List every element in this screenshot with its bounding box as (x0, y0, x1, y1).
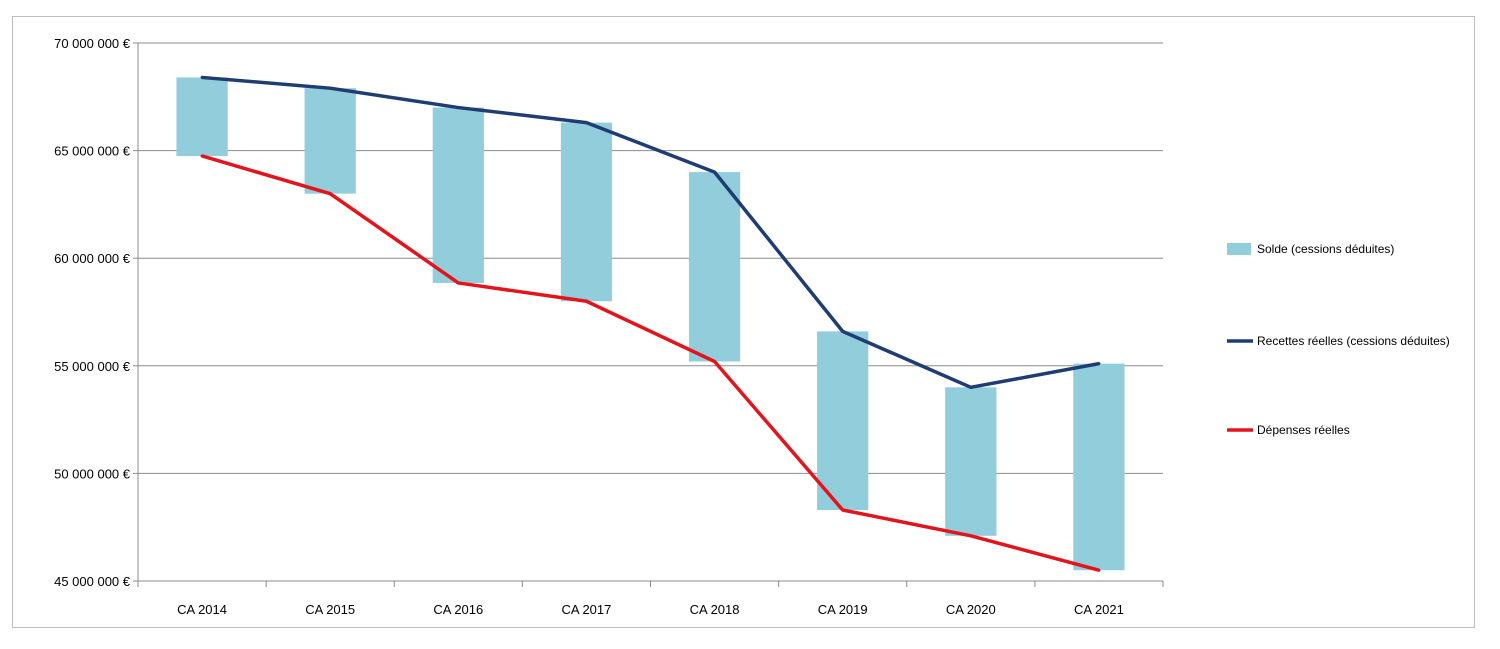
solde-bars (176, 77, 1125, 571)
recettes-line-series (200, 75, 1101, 390)
y-tick-label: 70 000 000 € (54, 36, 131, 51)
legend: Solde (cessions déduites) Recettes réelle… (1227, 242, 1450, 437)
depenses-point (456, 281, 460, 285)
solde-bar (560, 122, 613, 302)
x-tick-label: CA 2019 (818, 602, 868, 617)
depenses-point (328, 192, 332, 196)
recettes-point (456, 106, 460, 110)
x-axis: CA 2014 CA 2015 CA 2016 CA 2017 CA 2018 CA 20… (137, 43, 1164, 617)
y-tick-label: 55 000 000 € (54, 359, 131, 374)
recettes-point (584, 121, 588, 125)
chart-frame: 70 000 000 € 65 000 000 € 60 000 000 € 55 0… (12, 16, 1475, 628)
gridlines (138, 42, 1163, 582)
depenses-line-series (200, 154, 1101, 572)
solde-bar (688, 172, 741, 362)
solde-bar (945, 387, 997, 536)
legend-label: Dépenses réelles (1257, 423, 1350, 437)
legend-swatch-solde (1227, 243, 1251, 255)
recettes-point (1097, 362, 1101, 366)
recettes-point (328, 86, 332, 90)
recettes-point (200, 75, 204, 79)
solde-bar (176, 77, 228, 156)
solde-bar (304, 88, 356, 194)
y-axis: 70 000 000 € 65 000 000 € 60 000 000 € 55 0… (54, 36, 138, 589)
x-tick-label: CA 2016 (433, 602, 483, 617)
depenses-point (969, 534, 973, 538)
legend-label: Solde (cessions déduites) (1257, 242, 1394, 256)
x-tick-label: CA 2021 (1074, 602, 1124, 617)
y-tick-label: 65 000 000 € (54, 144, 131, 159)
recettes-line (201, 75, 1100, 390)
x-tick-label: CA 2015 (305, 602, 355, 617)
y-tick-label: 45 000 000 € (54, 574, 131, 589)
recettes-point (713, 170, 717, 174)
depenses-point (1097, 568, 1101, 572)
depenses-point (584, 299, 588, 303)
depenses-point (713, 359, 717, 363)
depenses-point (841, 508, 845, 512)
x-tick-label: CA 2014 (177, 602, 227, 617)
solde-bar (1073, 363, 1125, 571)
recettes-point (969, 385, 973, 389)
chart-svg: 70 000 000 € 65 000 000 € 60 000 000 € 55 0… (54, 36, 1450, 617)
depenses-line (201, 154, 1100, 572)
y-tick-label: 50 000 000 € (54, 466, 131, 481)
y-tick-label: 60 000 000 € (54, 251, 131, 266)
x-tick-label: CA 2020 (946, 602, 996, 617)
recettes-point (841, 329, 845, 333)
x-tick-label: CA 2017 (562, 602, 612, 617)
depenses-point (200, 154, 204, 158)
solde-bar (817, 331, 869, 510)
x-tick-label: CA 2018 (690, 602, 740, 617)
solde-bar (432, 107, 484, 283)
legend-label: Recettes réelles (cessions déduites) (1257, 334, 1450, 348)
